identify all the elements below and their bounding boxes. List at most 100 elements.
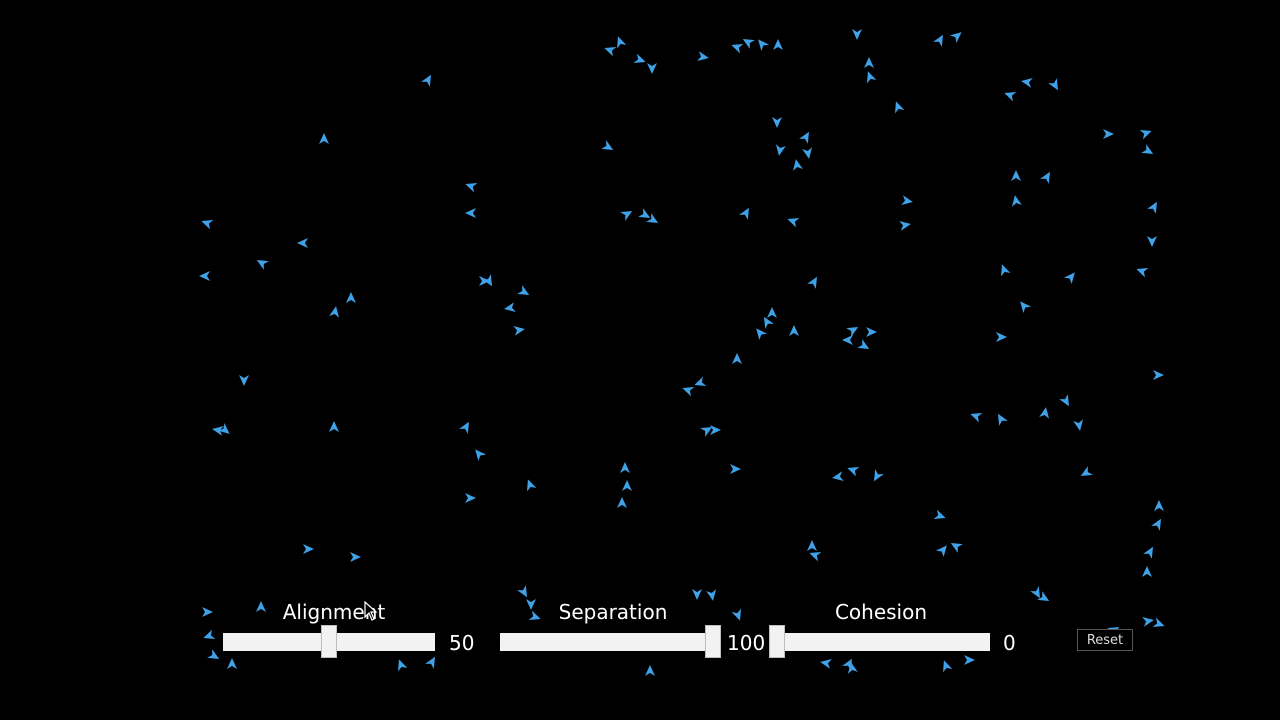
boid-105 [350, 552, 361, 562]
boid-110 [256, 601, 266, 612]
boid-40 [1011, 195, 1022, 207]
boid-83 [710, 425, 721, 435]
boid-72 [329, 421, 339, 432]
boid-78 [622, 480, 632, 491]
boid-103 [809, 552, 822, 562]
reset-button[interactable]: Reset [1077, 629, 1133, 651]
boid-36 [901, 195, 913, 206]
boid-45 [256, 260, 269, 270]
boid-52 [346, 292, 356, 303]
boid-84 [730, 464, 741, 474]
boid-126 [1037, 591, 1050, 601]
boid-4 [697, 51, 709, 62]
boid-109 [227, 658, 237, 669]
boid-49 [517, 285, 530, 295]
boid-76 [465, 493, 476, 503]
boid-44 [297, 238, 308, 248]
boid-59 [846, 327, 859, 337]
boid-24 [792, 159, 803, 171]
boid-74 [475, 449, 487, 462]
boid-120 [820, 658, 832, 669]
boid-66 [1020, 301, 1032, 314]
separation-value: 100 [727, 631, 766, 655]
alignment-label: Alignment [282, 600, 386, 624]
boid-87 [874, 469, 884, 482]
boid-88 [970, 413, 983, 423]
boid-9 [852, 29, 862, 40]
boid-10 [933, 34, 943, 47]
boid-63 [1001, 264, 1011, 277]
alignment-value: 50 [449, 631, 475, 655]
boid-118 [731, 608, 741, 621]
cohesion-slider-track[interactable] [770, 633, 990, 651]
boid-115 [528, 610, 541, 620]
boid-101 [950, 543, 963, 553]
cohesion-slider-thumb[interactable] [769, 625, 785, 658]
boid-5 [731, 44, 744, 54]
boid-18 [319, 133, 329, 144]
boid-102 [807, 540, 817, 551]
boid-13 [867, 71, 877, 84]
boid-34 [739, 207, 749, 220]
boid-92 [1073, 419, 1084, 431]
boid-96 [1151, 518, 1161, 531]
boid-116 [692, 589, 702, 600]
boid-93 [1080, 466, 1093, 476]
boid-114 [526, 599, 536, 610]
boid-108 [207, 649, 220, 659]
boid-75 [527, 479, 537, 492]
boid-41 [1147, 201, 1157, 214]
boid-26 [1103, 129, 1114, 139]
separation-slider-thumb[interactable] [705, 625, 721, 658]
boid-82 [700, 427, 713, 437]
boid-30 [465, 208, 476, 218]
boid-57 [756, 328, 768, 341]
boid-0 [604, 47, 617, 57]
boid-19 [601, 140, 614, 150]
boid-64 [1063, 272, 1075, 285]
boid-100 [935, 545, 947, 558]
boid-8 [773, 39, 783, 50]
boid-54 [807, 276, 817, 289]
boid-38 [1011, 170, 1021, 181]
boid-112 [425, 656, 435, 669]
boid-7 [758, 39, 770, 52]
separation-slider-track[interactable] [500, 633, 720, 651]
boid-91 [1059, 394, 1069, 407]
boid-23 [775, 144, 786, 156]
boid-89 [998, 413, 1008, 426]
boid-12 [864, 57, 874, 68]
boid-86 [847, 467, 860, 477]
boid-106 [202, 607, 213, 617]
boid-28 [1141, 144, 1154, 154]
boid-25 [895, 101, 905, 114]
boid-6 [742, 39, 755, 49]
boid-70 [212, 425, 224, 436]
boid-98 [1142, 566, 1152, 577]
boid-47 [479, 276, 490, 286]
boid-95 [1154, 500, 1164, 511]
boid-31 [620, 211, 633, 221]
boid-33 [646, 213, 659, 223]
boid-11 [949, 32, 962, 44]
boid-39 [1040, 171, 1050, 184]
boid-71 [217, 422, 230, 434]
boid-42 [1147, 236, 1157, 247]
boid-35 [787, 218, 800, 228]
alignment-slider-thumb[interactable] [321, 625, 337, 658]
boid-17 [421, 74, 431, 87]
pointer-arrow-icon [364, 601, 378, 621]
boid-48 [482, 274, 492, 287]
boid-22 [802, 147, 813, 159]
boid-111 [398, 659, 408, 672]
boid-68 [732, 353, 742, 364]
boid-32 [638, 208, 651, 218]
boid-20 [772, 117, 782, 128]
boid-90 [1039, 407, 1050, 419]
boid-37 [899, 220, 911, 231]
boid-124 [964, 655, 975, 665]
boid-1 [617, 36, 627, 49]
boid-29 [465, 183, 478, 193]
boid-61 [842, 335, 853, 345]
